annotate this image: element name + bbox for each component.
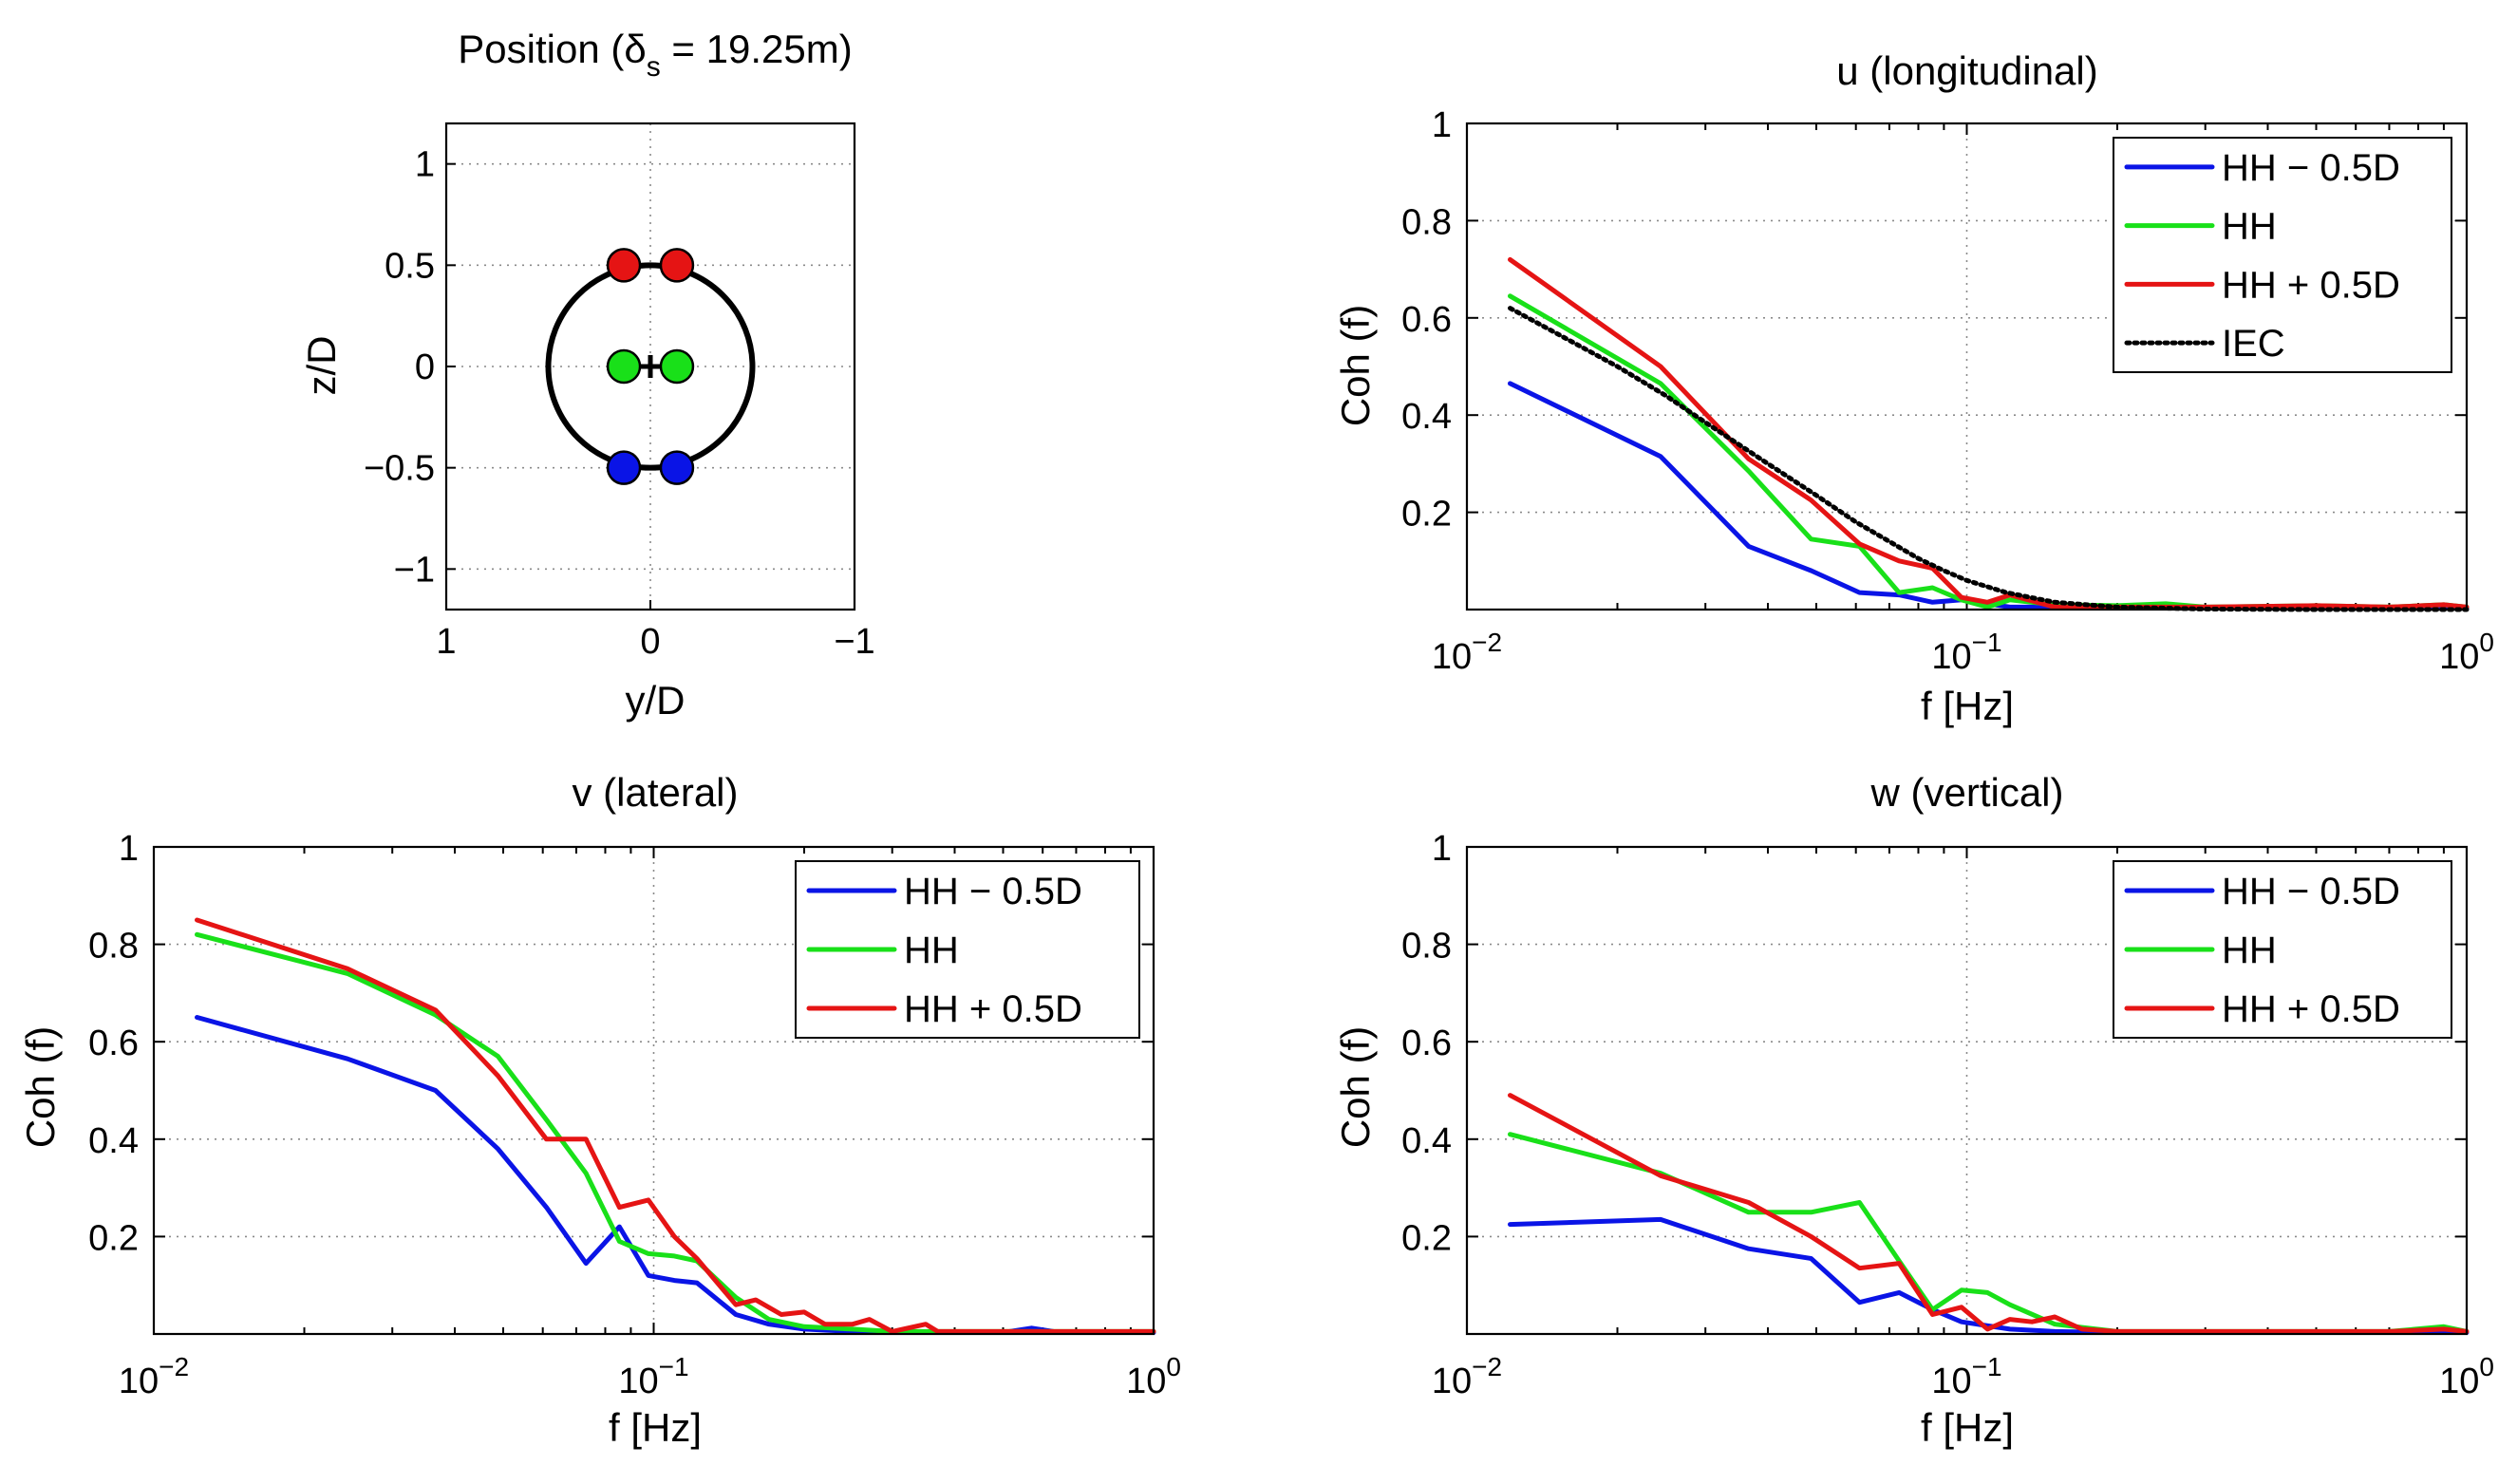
position-y-tick-label: −1 [394, 550, 435, 590]
position-title-main: Position (δ [458, 27, 646, 71]
sensor-point-green [606, 348, 642, 385]
u-y-tick-label: 0.6 [1401, 300, 1452, 340]
v-panel-title: v (lateral) [572, 770, 738, 815]
v-y-tick-label: 0.4 [88, 1121, 139, 1161]
position-title-subscript: s [647, 51, 661, 83]
w-legend-label: HH + 0.5D [2222, 988, 2400, 1030]
u-legend-label: IEC [2222, 323, 2285, 365]
position-title: Position (δs = 19.25m) [458, 27, 852, 83]
v-x-tick-exponent: 0 [1166, 1352, 1181, 1381]
v-x-tick-base: 10 [618, 1362, 658, 1401]
w-vertical-panel: w (vertical) f [Hz] Coh (f) 10−2 10−1 1000… [1333, 770, 2494, 1450]
u-x-tick-label: 10−1 [1931, 628, 2001, 677]
u-x-tick-base: 10 [1432, 637, 1472, 677]
position-y-tick-label: 0 [415, 348, 435, 387]
position-x-tick-label: 1 [436, 622, 456, 662]
v-x-tick-base: 10 [1126, 1362, 1166, 1401]
position-ylabel: z/D [299, 336, 344, 396]
sensor-point-red [606, 248, 642, 283]
w-x-tick-exponent: −2 [1472, 1352, 1502, 1381]
u-longitudinal-panel: u (longitudinal) f [Hz] Coh (f) 10−2 10−1… [1333, 48, 2494, 728]
w-x-tick-label: 10−1 [1931, 1352, 2001, 1401]
v-panel-ylabel: Coh (f) [18, 1026, 63, 1148]
position-axes-frame [444, 122, 856, 611]
sensor-point-blue [606, 450, 642, 485]
v-y-tick-label: 0.6 [88, 1024, 139, 1063]
u-panel-ylabel: Coh (f) [1333, 305, 1378, 426]
u-y-tick-label: 0.2 [1401, 495, 1452, 535]
u-x-tick-base: 10 [1931, 637, 1971, 677]
w-x-tick-exponent: 0 [2479, 1352, 2494, 1381]
v-legend-label: HH + 0.5D [904, 988, 1082, 1030]
u-legend-box [2113, 137, 2452, 373]
position-x-tick-label: −1 [834, 622, 874, 662]
u-y-tick-label: 1 [1432, 105, 1452, 145]
w-y-tick-label: 0.4 [1401, 1121, 1452, 1161]
w-panel-title: w (vertical) [1869, 770, 2063, 815]
v-x-tick-label: 10−2 [119, 1352, 189, 1401]
v-x-tick-exponent: −1 [659, 1352, 689, 1381]
u-x-tick-label: 10−2 [1432, 628, 1502, 677]
v-legend-label: HH − 0.5D [904, 871, 1082, 912]
sensor-point-blue [659, 450, 695, 485]
u-x-tick-exponent: 0 [2479, 628, 2494, 657]
u-x-tick-exponent: −2 [1472, 628, 1502, 657]
u-panel-title: u (longitudinal) [1836, 48, 2098, 93]
w-x-tick-exponent: −1 [1972, 1352, 2002, 1381]
v-panel-xlabel: f [Hz] [609, 1405, 702, 1450]
v-axes-frame [152, 845, 1155, 1336]
w-y-tick-label: 0.2 [1401, 1218, 1452, 1258]
v-x-tick-base: 10 [119, 1362, 159, 1401]
position-y-tick-label: −0.5 [364, 449, 435, 489]
w-panel-xlabel: f [Hz] [1921, 1405, 2014, 1450]
u-y-tick-label: 0.4 [1401, 397, 1452, 437]
u-legend-label: HH + 0.5D [2222, 264, 2400, 306]
u-x-tick-exponent: −1 [1972, 628, 2002, 657]
v-y-tick-label: 0.8 [88, 927, 139, 967]
v-y-tick-label: 0.2 [88, 1218, 139, 1258]
u-x-tick-label: 100 [2439, 628, 2494, 677]
u-series-line-iec [1508, 306, 2470, 612]
w-axes-frame [1465, 845, 2469, 1336]
u-panel-xlabel: f [Hz] [1921, 684, 2014, 728]
w-y-tick-label: 0.6 [1401, 1024, 1452, 1063]
w-x-tick-base: 10 [1931, 1362, 1971, 1401]
w-x-tick-base: 10 [1432, 1362, 1472, 1401]
v-y-tick-label: 1 [119, 829, 139, 869]
v-lateral-panel: v (lateral) f [Hz] Coh (f) 10−2 10−1 1000.… [18, 770, 1181, 1450]
v-x-tick-exponent: −2 [159, 1352, 189, 1381]
position-y-tick-label: 0.5 [385, 246, 435, 286]
w-panel-ylabel: Coh (f) [1333, 1026, 1378, 1148]
position-y-tick-label: 1 [415, 145, 435, 185]
v-legend-label: HH [904, 930, 959, 971]
u-y-tick-label: 0.8 [1401, 202, 1452, 242]
u-axes-frame [1465, 122, 2469, 611]
v-x-tick-label: 100 [1126, 1352, 1181, 1401]
w-y-tick-label: 0.8 [1401, 927, 1452, 967]
u-series-line-red [1508, 256, 2470, 610]
w-legend-label: HH − 0.5D [2222, 871, 2400, 912]
w-series-line-red [1508, 1093, 2470, 1334]
position-xlabel: y/D [626, 678, 686, 723]
position-x-tick-label: 0 [640, 622, 660, 662]
w-legend-label: HH [2222, 930, 2277, 971]
position-title-tail: = 19.25m) [661, 27, 853, 71]
position-panel: Position (δs = 19.25m) y/D z/D 1 0 −1 −1 −0.… [299, 27, 875, 723]
sensor-point-red [659, 248, 695, 283]
u-x-tick-base: 10 [2439, 637, 2479, 677]
w-x-tick-label: 100 [2439, 1352, 2494, 1401]
u-legend-label: HH − 0.5D [2222, 147, 2400, 189]
v-x-tick-label: 10−1 [618, 1352, 688, 1401]
w-x-tick-base: 10 [2439, 1362, 2479, 1401]
v-series-line-red [195, 917, 1156, 1334]
sensor-point-green [659, 348, 695, 385]
u-legend-label: HH [2222, 206, 2277, 248]
w-y-tick-label: 1 [1432, 829, 1452, 869]
w-x-tick-label: 10−2 [1432, 1352, 1502, 1401]
